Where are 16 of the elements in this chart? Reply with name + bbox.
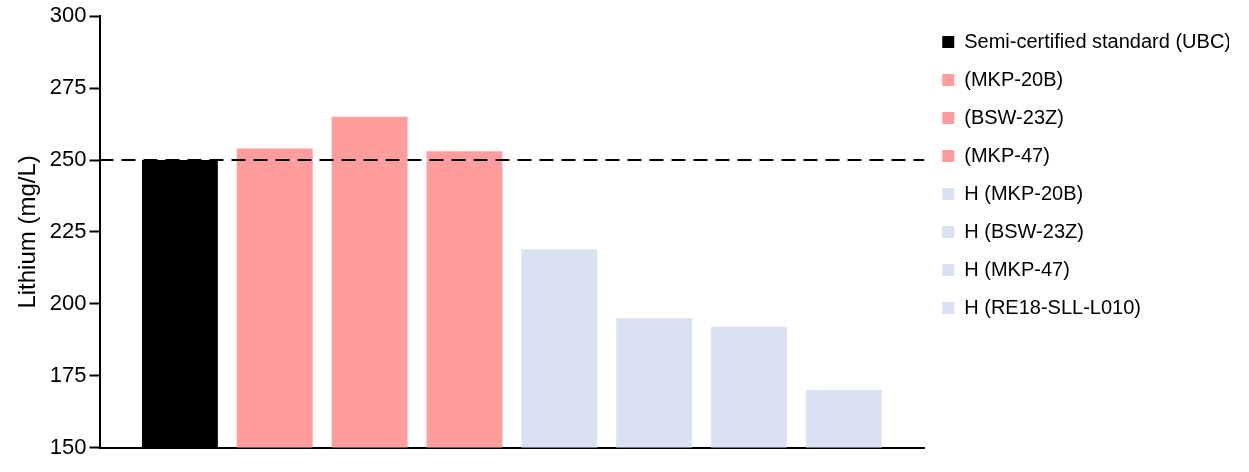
legend-label: H (MKP-20B) (964, 181, 1084, 204)
y-axis-title: Lithium (mg/L) (13, 155, 41, 309)
y-tick-label: 300 (49, 2, 87, 28)
legend-label: H (RE18-SLL-L010) (964, 295, 1141, 318)
y-tick-label: 225 (49, 217, 87, 243)
y-tick-label: 150 (49, 433, 87, 459)
y-tick-label: 275 (49, 74, 87, 100)
legend-label: Semi-certified standard (UBC) (964, 29, 1231, 52)
y-tick-label: 175 (49, 361, 87, 387)
y-tick-label: 200 (49, 289, 87, 315)
legend-label: (BSW-23Z) (964, 105, 1064, 128)
legend-label: H (MKP-47) (964, 257, 1070, 280)
legend-label: (MKP-47) (964, 143, 1050, 166)
legend-label: (MKP-20B) (964, 67, 1064, 90)
legend-label: H (BSW-23Z) (964, 219, 1084, 242)
y-tick-label: 250 (49, 146, 87, 172)
